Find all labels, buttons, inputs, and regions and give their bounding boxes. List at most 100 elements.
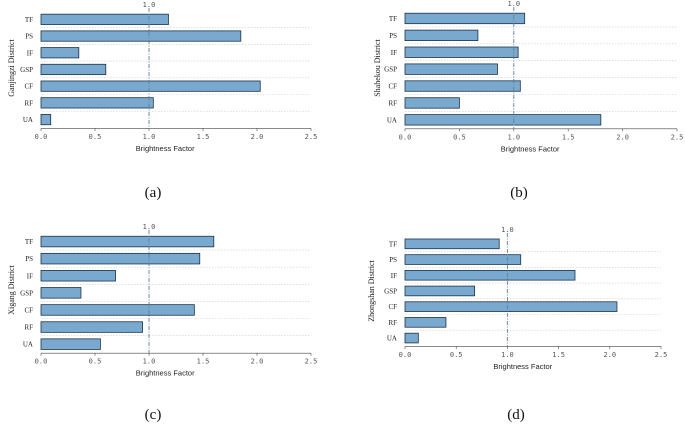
category-label: IF [27,272,33,280]
x-tick-label: 0.0 [399,133,412,141]
category-label: RF [388,99,397,107]
category-label: TF [389,240,397,248]
x-tick-label: 0.5 [450,351,463,359]
bar-cf [404,80,521,92]
category-label: UA [23,341,33,349]
bar-tf [404,238,500,250]
category-label: UA [23,116,33,124]
reference-label: 1.0 [143,1,156,9]
chart-panel-a: 0.0 0.5 1.0 1.5 2.0 2.5 TF PS IF GSP CF RF UA 1.0 Brig… [7,1,317,201]
x-tick-label: 1.5 [552,351,565,359]
bar-cf [40,304,195,316]
category-label: TF [25,16,33,24]
category-label: GSP [20,289,33,297]
y-axis-title: Xigang District [7,264,16,314]
bar-tf [40,13,169,25]
chart-panel-b: 0.0 0.5 1.0 1.5 2.0 2.5 TF PS IF GSP CF RF UA 1.0 Brig… [373,0,683,201]
category-label: PS [25,255,33,263]
bar-if [404,46,519,58]
bar-cf [404,301,618,312]
category-label: CF [24,83,33,91]
x-tick-label: 0.5 [453,133,466,141]
chart-panel-c: 0.0 0.5 1.0 1.5 2.0 2.5 TF PS IF GSP CF RF UA 1.0 Brig… [7,223,317,423]
reference-label: 1.0 [507,0,520,8]
x-tick-label: 2.0 [251,358,264,366]
bar-ps [404,254,522,265]
category-label: UA [387,335,397,343]
bar-tf [40,235,215,248]
category-label: PS [389,32,397,40]
x-tick-label: 2.5 [655,351,668,359]
x-axis-title: Brightness Factor [493,362,552,371]
bar-gsp [404,63,498,75]
category-label: RF [24,99,33,107]
category-label: IF [391,272,397,280]
x-tick-label: 1.0 [507,133,520,141]
x-tick-label: 0.5 [89,358,102,366]
bar-ua [40,338,101,350]
category-label: CF [388,83,397,91]
x-tick-label: 1.0 [143,133,156,141]
category-label: TF [25,238,33,246]
x-tick-label: 1.0 [501,351,514,359]
category-label: PS [389,256,397,264]
bar-ua [404,332,419,344]
category-label: PS [25,33,33,41]
category-label: RF [388,319,397,327]
x-tick-label: 2.5 [671,133,684,141]
x-axis-title: Brightness Factor [136,369,195,378]
x-tick-label: 2.0 [251,133,264,141]
x-tick-label: 0.5 [89,133,102,141]
category-label: IF [27,49,33,57]
panel-caption: (a) [145,185,162,201]
bar-ps [40,30,242,42]
bar-cf [40,80,261,92]
category-label: RF [24,324,33,332]
x-tick-label: 1.5 [562,133,575,141]
bar-if [40,270,116,282]
category-label: GSP [20,66,33,74]
x-axis-title: Brightness Factor [136,144,195,153]
bar-ua [40,113,52,126]
bar-tf [404,12,526,25]
bar-ps [40,252,201,265]
bar-if [404,269,576,281]
x-tick-label: 0.0 [35,358,48,366]
x-tick-label: 2.5 [305,133,318,141]
x-tick-label: 1.5 [197,358,210,366]
category-label: GSP [384,287,397,295]
x-tick-label: 0.0 [35,133,48,141]
bar-rf [404,317,447,328]
x-tick-label: 1.0 [143,358,156,366]
y-axis-title: Zhongshan District [367,259,376,321]
category-label: TF [389,15,397,23]
reference-label: 1.0 [501,226,514,234]
y-axis-title: Ganjingzi District [7,38,16,96]
reference-label: 1.0 [143,223,156,231]
category-label: UA [387,116,397,124]
category-label: IF [391,49,397,57]
x-tick-label: 2.5 [305,358,318,366]
category-label: CF [388,303,397,311]
bar-if [40,47,80,59]
bar-ua [404,114,602,126]
bar-gsp [40,287,82,299]
y-axis-title: Shahekou District [373,38,382,96]
category-label: GSP [384,66,397,74]
bar-rf [40,97,154,109]
x-tick-label: 2.0 [603,351,616,359]
bar-gsp [404,285,476,297]
chart-panel-d: 0.0 0.5 1.0 1.5 2.0 2.5 TF PS IF GSP CF RF UA 1.0 Brig… [367,226,667,423]
x-axis-title: Brightness Factor [501,144,560,153]
x-tick-label: 0.0 [399,351,412,359]
panel-caption: (d) [507,407,525,423]
x-tick-label: 2.0 [616,133,629,141]
bar-rf [404,97,460,109]
bar-ps [404,29,479,41]
category-label: CF [24,306,33,314]
panel-caption: (c) [145,407,162,423]
panel-caption: (b) [510,185,528,201]
bar-rf [40,321,143,333]
x-tick-label: 1.5 [197,133,210,141]
